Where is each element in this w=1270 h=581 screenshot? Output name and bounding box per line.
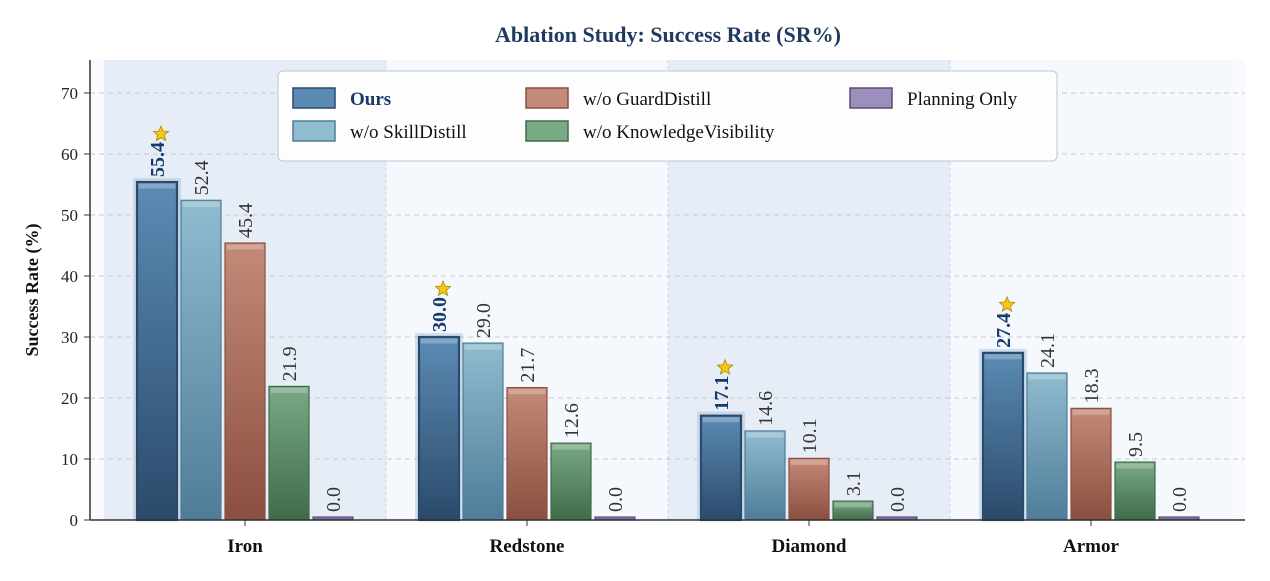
y-tick-label: 10	[61, 450, 78, 469]
bar	[788, 457, 830, 521]
bar-highlight	[552, 444, 590, 450]
bar-highlight	[1028, 374, 1066, 380]
legend-label: Planning Only	[907, 89, 1018, 110]
y-tick-label: 60	[61, 145, 78, 164]
data-label: 21.7	[517, 348, 539, 383]
bar	[550, 442, 592, 521]
star-icon	[998, 295, 1016, 313]
legend: Ours w/o SkillDistill w/o GuardDistill w/o …	[277, 70, 1058, 162]
y-axis-label: Success Rate (%)	[22, 224, 43, 357]
star-icon	[716, 358, 734, 375]
bar-highlight	[984, 354, 1022, 360]
bar-highlight	[1072, 409, 1110, 415]
bar	[506, 387, 548, 521]
star-icon	[434, 279, 452, 297]
data-label: 29.0	[473, 303, 495, 338]
bar-highlight	[270, 387, 308, 393]
data-label: 45.4	[235, 203, 257, 238]
legend-swatch	[525, 87, 569, 109]
bar	[180, 199, 222, 521]
x-tick-label: Armor	[1063, 536, 1119, 557]
bar	[1026, 372, 1068, 521]
bar	[417, 335, 461, 522]
star-icon	[152, 124, 170, 142]
data-label: 24.1	[1037, 333, 1059, 368]
bar	[268, 385, 310, 521]
bar	[981, 351, 1025, 522]
legend-swatch	[292, 87, 336, 109]
bar	[699, 414, 743, 522]
data-label: 0.0	[1169, 487, 1191, 512]
y-tick-label: 20	[61, 389, 78, 408]
data-label: 10.1	[799, 418, 821, 453]
y-tick-label: 50	[61, 206, 78, 225]
y-tick-label: 40	[61, 267, 78, 286]
bar-highlight	[182, 201, 220, 207]
legend-swatch	[849, 87, 893, 109]
data-label: 21.9	[279, 346, 301, 381]
legend-label: w/o KnowledgeVisibility	[583, 122, 775, 143]
data-label: 30.0	[429, 297, 451, 332]
bar-highlight	[138, 183, 176, 189]
bar-highlight	[420, 338, 458, 344]
y-tick-label: 70	[61, 84, 78, 103]
bar-highlight	[464, 344, 502, 350]
data-label: 14.6	[755, 391, 777, 426]
bar-highlight	[1116, 463, 1154, 469]
bar	[744, 430, 786, 521]
data-label: 12.6	[561, 403, 583, 438]
data-label: 27.4	[993, 313, 1015, 348]
legend-box	[277, 70, 1058, 162]
data-label: 0.0	[887, 487, 909, 512]
bar	[224, 242, 266, 521]
y-tick-label: 30	[61, 328, 78, 347]
legend-swatch	[525, 120, 569, 142]
legend-label: w/o SkillDistill	[350, 122, 467, 143]
x-tick-label: Iron	[227, 536, 263, 557]
bar-highlight	[790, 459, 828, 465]
bar-highlight	[746, 432, 784, 438]
data-label: 9.5	[1125, 432, 1147, 457]
bar	[1114, 461, 1156, 521]
x-tick-label: Diamond	[772, 536, 847, 557]
bar	[462, 342, 504, 521]
bar-highlight	[226, 244, 264, 250]
data-label: 3.1	[843, 471, 865, 496]
data-label: 52.4	[191, 160, 213, 195]
data-label: 0.0	[605, 487, 627, 512]
data-label: 17.1	[711, 376, 733, 411]
bar	[1070, 407, 1112, 521]
legend-swatch	[292, 120, 336, 142]
bar	[135, 180, 179, 522]
chart-title: Ablation Study: Success Rate (SR%)	[495, 22, 841, 47]
legend-label: Ours	[350, 89, 391, 110]
bar-highlight	[508, 389, 546, 395]
data-label: 18.3	[1081, 368, 1103, 403]
bar-highlight	[834, 502, 872, 508]
data-label: 55.4	[147, 142, 169, 177]
y-tick-label: 0	[70, 511, 79, 530]
data-label: 0.0	[323, 487, 345, 512]
bar-highlight	[702, 417, 740, 423]
legend-label: w/o GuardDistill	[583, 89, 711, 110]
x-tick-label: Redstone	[490, 536, 565, 557]
